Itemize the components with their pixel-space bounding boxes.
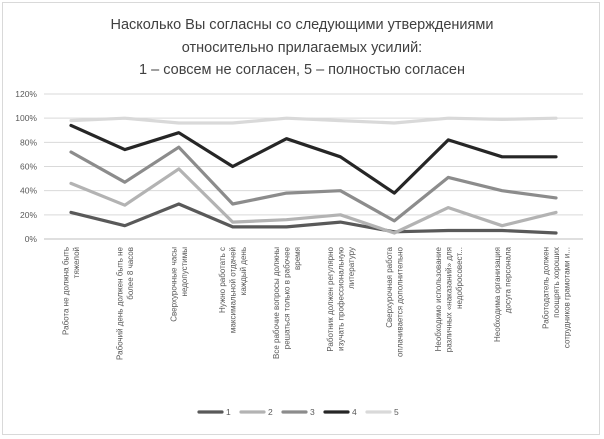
category-label: Сверхурочные часы недопустимы <box>170 247 190 322</box>
y-tick-label: 100% <box>15 113 37 123</box>
legend-label-4: 4 <box>352 407 357 417</box>
category-label-line: Работник должен регулярно <box>326 246 335 351</box>
category-label-line: недобросовест... <box>455 247 464 309</box>
category-label-line: Работодатель должен <box>542 247 551 329</box>
category-labels: Работа не должна быть тяжелой Рабочий день… <box>62 246 572 359</box>
series-line-5 <box>69 116 558 125</box>
category-label-line: тяжелой <box>72 247 81 278</box>
chart-title-line-3: 1 – совсем не согласен, 5 – полностью со… <box>139 62 465 78</box>
series-line-4 <box>69 123 558 195</box>
category-label-line: досуга персонала <box>503 246 512 313</box>
series-line-1 <box>69 202 558 235</box>
category-label: Все рабочие вопросы должны решаться тольк… <box>272 246 302 359</box>
category-label: Работодатель должен поощрять хороших сотру… <box>542 247 572 348</box>
category-label-line: Все рабочие вопросы должны <box>272 247 281 359</box>
chart-title-line-2: относительно прилагаемых усилий: <box>181 39 423 56</box>
category-label-line: время <box>293 247 302 270</box>
category-label-line: сотрудников грамотами и... <box>563 247 572 348</box>
series-lines <box>69 116 558 235</box>
category-label: Сверхурочная работа оплачивается дополнит… <box>385 246 405 357</box>
category-label-line: Необходимо использование <box>434 246 443 351</box>
category-label-line: Работа не должна быть <box>62 247 71 335</box>
category-label-line: Необходима организация <box>493 247 502 342</box>
y-tick-label: 20% <box>20 210 37 220</box>
category-label: Рабочий день должен быть не более 8 часов <box>116 246 136 359</box>
chart-title-line-1: Насколько Вы согласны со следующими утве… <box>110 17 494 33</box>
y-tick-label: 60% <box>20 162 37 172</box>
y-tick-label: 120% <box>15 89 37 99</box>
legend-label-1: 1 <box>226 407 231 417</box>
category-label: Нужно работать с максимальной отдачей кажд… <box>218 247 248 333</box>
y-tick-label: 40% <box>20 186 37 196</box>
category-label-line: Рабочий день должен быть не <box>116 246 125 359</box>
category-label-line: литературу <box>347 247 356 289</box>
category-label-line: максимальной отдачей <box>229 247 238 333</box>
category-label: Работник должен регулярно изучать професс… <box>326 246 356 351</box>
category-label-line: решаться только в рабочее <box>283 246 292 349</box>
series-line-2 <box>69 167 558 235</box>
legend-label-2: 2 <box>268 407 273 417</box>
category-label-line: каждый день <box>239 247 248 295</box>
category-label-line: Сверхурочная работа <box>385 246 394 327</box>
legend-label-5: 5 <box>394 407 399 417</box>
category-label-line: оплачивается дополнительно <box>396 246 405 357</box>
category-label-line: поощрять хороших <box>552 247 561 318</box>
category-label-line: различных «наказаний» для <box>444 247 453 352</box>
category-label-line: более 8 часов <box>126 247 135 300</box>
category-label-line: Нужно работать с <box>218 247 227 313</box>
y-axis-ticks: 0% 20% 40% 60% 80% 100% 120% <box>15 89 37 244</box>
chart-title: Насколько Вы согласны со следующими утве… <box>0 14 604 82</box>
category-label-line: изучать профессиональную <box>336 247 345 351</box>
legend-label-3: 3 <box>310 407 315 417</box>
y-tick-label: 80% <box>20 137 37 147</box>
y-tick-label: 0% <box>25 234 38 244</box>
category-label: Необходимо использование различных «наказ… <box>434 246 464 352</box>
category-label-line: недопустимы <box>180 247 189 297</box>
gridlines <box>44 93 583 216</box>
category-label: Работа не должна быть тяжелой <box>62 247 82 335</box>
category-label: Необходима организация досуга персонала <box>493 246 513 342</box>
legend: 1 2 3 4 5 <box>197 407 399 417</box>
category-label-line: Сверхурочные часы <box>170 247 179 322</box>
series-line-3 <box>69 145 558 223</box>
